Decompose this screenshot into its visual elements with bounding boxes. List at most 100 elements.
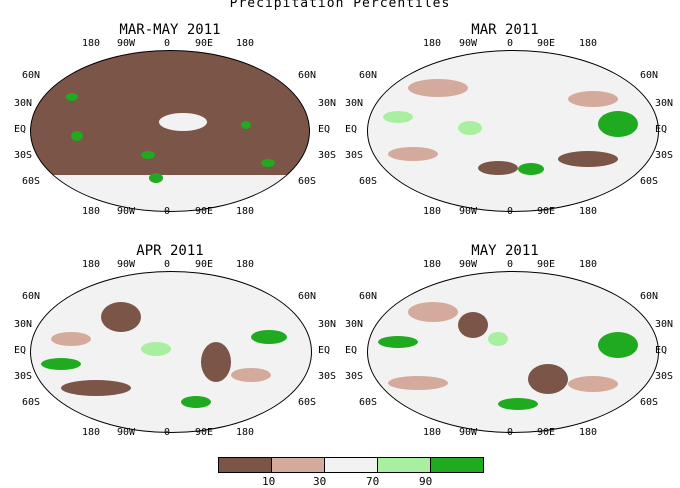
- lon-label: 0: [507, 38, 514, 49]
- dry-region: [159, 113, 207, 131]
- panel-apr: APR 2011 180 90W 0 90E 180 60N 30N EQ 30…: [14, 243, 336, 453]
- lon-label: 90W: [459, 206, 478, 217]
- lat-label: 60N: [359, 70, 378, 81]
- lon-label: 90W: [117, 206, 136, 217]
- lat-label: 60S: [298, 397, 317, 408]
- lat-label: 30S: [655, 150, 674, 161]
- legend-swatch: [431, 458, 483, 472]
- lon-label: 180: [579, 38, 598, 49]
- lat-label: 60S: [359, 176, 378, 187]
- lon-label: 90E: [537, 38, 556, 49]
- lon-label: 90W: [459, 259, 478, 270]
- lat-label: 30S: [345, 371, 364, 382]
- lat-label: 30N: [655, 319, 674, 330]
- lon-label: 180: [579, 427, 598, 438]
- lat-label: 60S: [640, 176, 659, 187]
- lon-label: 180: [423, 427, 442, 438]
- lon-label: 0: [164, 427, 171, 438]
- lon-label: 0: [164, 38, 171, 49]
- lon-label: 180: [82, 206, 101, 217]
- lon-label: 180: [236, 38, 255, 49]
- panel-title: MAY 2011: [471, 243, 539, 259]
- lat-label: EQ: [655, 124, 668, 135]
- lat-label: 60S: [359, 397, 378, 408]
- lat-label: EQ: [14, 124, 27, 135]
- lon-label: 180: [579, 259, 598, 270]
- lon-label: 90W: [117, 427, 136, 438]
- lat-label: EQ: [14, 345, 27, 356]
- lat-label: 30N: [318, 98, 337, 109]
- lat-label: 30N: [14, 98, 33, 109]
- lat-label: 30S: [14, 150, 33, 161]
- lat-label: 30N: [318, 319, 337, 330]
- lat-label: 60N: [22, 291, 41, 302]
- lat-label: 30N: [345, 98, 364, 109]
- lat-label: 30S: [318, 150, 337, 161]
- panel-title: APR 2011: [136, 243, 204, 259]
- lon-label: 180: [423, 259, 442, 270]
- lat-label: EQ: [318, 345, 331, 356]
- lat-label: 30N: [14, 319, 33, 330]
- lon-label: 90E: [537, 206, 556, 217]
- lon-label: 90E: [195, 259, 214, 270]
- lat-label: EQ: [318, 124, 331, 135]
- lat-label: 60S: [22, 176, 41, 187]
- world-map: [367, 50, 659, 212]
- lat-label: 60N: [640, 70, 659, 81]
- world-map: [30, 50, 310, 212]
- lat-label: 60N: [22, 70, 41, 81]
- legend-swatch: [272, 458, 325, 472]
- lon-label: 180: [82, 259, 101, 270]
- panel-title: MAR 2011: [471, 22, 539, 38]
- lon-label: 180: [423, 38, 442, 49]
- lon-label: 90E: [195, 38, 214, 49]
- lon-label: 90W: [117, 259, 136, 270]
- lat-label: 30S: [345, 150, 364, 161]
- lon-label: 90W: [117, 38, 136, 49]
- legend-tick: 30: [313, 475, 327, 488]
- lon-label: 0: [164, 259, 171, 270]
- lon-label: 90E: [195, 206, 214, 217]
- lat-label: 60N: [640, 291, 659, 302]
- lat-label: 30S: [318, 371, 337, 382]
- lon-label: 90E: [537, 427, 556, 438]
- legend-swatch: [378, 458, 431, 472]
- lat-label: EQ: [345, 124, 358, 135]
- lon-label: 180: [423, 206, 442, 217]
- lat-label: 60S: [298, 176, 317, 187]
- panel-title: MAR-MAY 2011: [119, 22, 221, 38]
- lon-label: 180: [236, 427, 255, 438]
- lon-label: 0: [507, 206, 514, 217]
- lat-label: 30N: [655, 98, 674, 109]
- no-data-band: [31, 175, 309, 211]
- lon-label: 90W: [459, 427, 478, 438]
- lat-label: EQ: [345, 345, 358, 356]
- lat-label: 60S: [640, 397, 659, 408]
- lon-label: 90E: [195, 427, 214, 438]
- lat-label: 60N: [298, 291, 317, 302]
- legend-swatch: [219, 458, 272, 472]
- lon-label: 180: [236, 206, 255, 217]
- lat-label: 60S: [22, 397, 41, 408]
- legend-tick: 90: [419, 475, 433, 488]
- panel-mar: MAR 2011 180 90W 0 90E 180 EQ 30N 30S 60…: [345, 22, 673, 232]
- panel-mar-may: MAR-MAY 2011 180 90W 0 90E 180 60N 30N E…: [14, 22, 336, 232]
- lon-label: 90W: [459, 38, 478, 49]
- panel-may: MAY 2011 180 90W 0 90E 180 60N 30N EQ 30…: [345, 243, 673, 453]
- lon-label: 180: [236, 259, 255, 270]
- lon-label: 0: [164, 206, 171, 217]
- lon-label: 180: [82, 38, 101, 49]
- lon-label: 90E: [537, 259, 556, 270]
- lat-label: 30N: [345, 319, 364, 330]
- lat-label: 60N: [359, 291, 378, 302]
- lon-label: 180: [82, 427, 101, 438]
- lon-label: 0: [507, 427, 514, 438]
- lat-label: 30S: [14, 371, 33, 382]
- lat-label: EQ: [655, 345, 668, 356]
- color-legend: [218, 457, 484, 473]
- legend-tick: 10: [262, 475, 276, 488]
- legend-swatch: [325, 458, 378, 472]
- lat-label: 30S: [655, 371, 674, 382]
- lon-label: 0: [507, 259, 514, 270]
- lat-label: 60N: [298, 70, 317, 81]
